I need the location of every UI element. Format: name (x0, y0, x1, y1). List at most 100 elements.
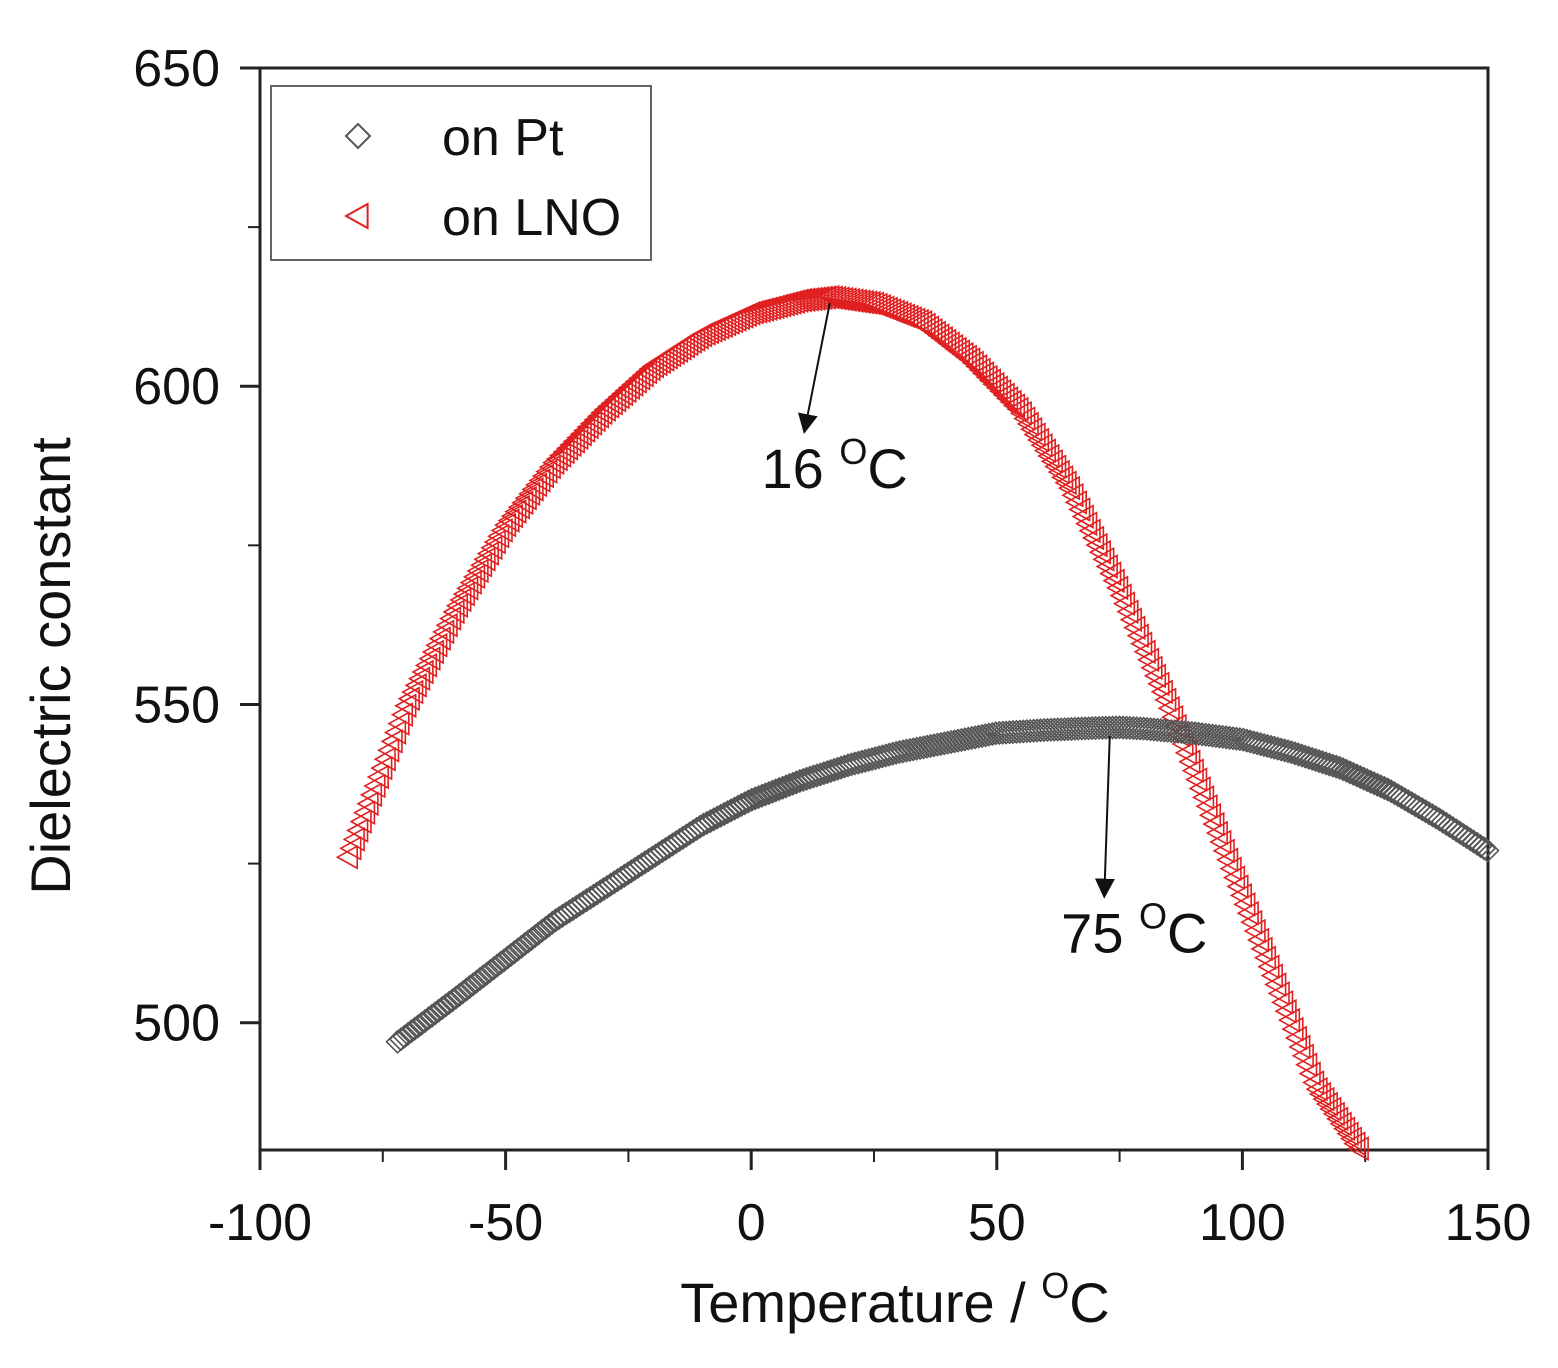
lno-point (497, 508, 520, 533)
pt-point (1251, 732, 1277, 758)
annotation-degree: O (839, 431, 867, 472)
pt-point (760, 779, 785, 804)
lno-point (407, 666, 431, 692)
lno-point (827, 286, 850, 311)
series-on-lno (335, 284, 1369, 1161)
pt-point (1007, 719, 1033, 744)
pt-point (736, 789, 761, 814)
lno-point (452, 581, 475, 607)
lno-point (614, 378, 637, 404)
pt-point (1000, 719, 1026, 745)
lno-point (466, 558, 489, 584)
lno-point (493, 512, 517, 538)
lno-point (535, 459, 558, 484)
lno-point (593, 397, 616, 422)
legend-box (270, 85, 652, 261)
pt-point (1272, 738, 1297, 763)
lno-point (1009, 400, 1032, 426)
legend-label-on-pt: on Pt (442, 109, 564, 167)
lno-point (432, 619, 455, 645)
lno-point (844, 288, 867, 314)
pt-point (763, 778, 788, 803)
pt-point (725, 794, 751, 819)
lno-point (459, 570, 482, 595)
lno-point (397, 686, 420, 712)
pt-point (1461, 829, 1486, 854)
pt-point (1028, 718, 1053, 743)
lno-point (858, 290, 881, 316)
pt-point (1406, 795, 1431, 820)
pt-point (780, 771, 806, 796)
pt-point (990, 720, 1015, 745)
lno-point (1081, 525, 1105, 551)
lno-point (1133, 639, 1156, 665)
lno-point (1143, 663, 1167, 689)
lno-point (848, 289, 871, 314)
lno-point (1147, 671, 1170, 697)
pt-point (1444, 818, 1469, 843)
pt-point (1262, 735, 1287, 760)
pt-point (1231, 727, 1256, 752)
annotation-arrow (797, 302, 831, 434)
pt-point (1437, 813, 1462, 839)
pt-point (1093, 715, 1118, 740)
lno-point (421, 639, 444, 665)
annotation-label: 16 OC (762, 431, 908, 500)
lno-point (628, 365, 651, 391)
legend-marker-on-pt (344, 122, 372, 150)
y-tick-label: 500 (133, 995, 220, 1053)
pt-point (1447, 820, 1473, 845)
lno-point (1336, 1121, 1359, 1147)
lno-point (1343, 1131, 1366, 1156)
lno-point (456, 575, 479, 601)
lno-point (487, 523, 510, 549)
pt-point (997, 720, 1022, 745)
lno-point (469, 552, 493, 578)
lno-point (411, 659, 434, 685)
lno-point (841, 288, 864, 313)
lno-point (1030, 432, 1053, 458)
lno-point (1136, 647, 1160, 673)
pt-point (767, 776, 792, 802)
pt-point (1396, 789, 1421, 814)
x-axis-title: Temperature / OC (680, 1265, 1110, 1334)
lno-point (1071, 504, 1094, 529)
lno-point (480, 535, 503, 561)
lno-point (1099, 561, 1122, 586)
pt-point (1451, 822, 1476, 848)
pt-point (1073, 716, 1098, 741)
lno-point (1092, 546, 1115, 572)
pt-point (1241, 730, 1266, 755)
lno-point (404, 673, 427, 698)
lno-point (1040, 448, 1063, 474)
x-tick-label: -100 (208, 1194, 312, 1252)
lno-point (617, 375, 640, 400)
lno-point (1037, 443, 1060, 469)
pt-point (1055, 716, 1081, 742)
lno-point (524, 472, 548, 498)
legend: on Pt on LNO (270, 85, 652, 261)
lno-point (634, 359, 658, 385)
lno-point (1346, 1136, 1369, 1161)
pt-point (1227, 727, 1253, 752)
pt-point (749, 783, 775, 808)
pt-point (1465, 831, 1490, 856)
lno-point (621, 372, 644, 397)
lno-point (521, 476, 544, 502)
pt-point (1269, 737, 1294, 762)
lno-point (1305, 1076, 1328, 1102)
lno-point (442, 599, 465, 625)
legend-marker-on-lno (343, 202, 369, 230)
lno-point (483, 529, 506, 555)
pt-point (1042, 717, 1067, 742)
pt-point (1066, 716, 1091, 741)
lno-point (830, 286, 854, 312)
lno-point (531, 463, 555, 489)
pt-point (1083, 715, 1108, 741)
pt-point (746, 784, 771, 810)
lno-point (418, 646, 441, 672)
pt-point (1475, 838, 1500, 863)
lno-point (507, 494, 530, 520)
